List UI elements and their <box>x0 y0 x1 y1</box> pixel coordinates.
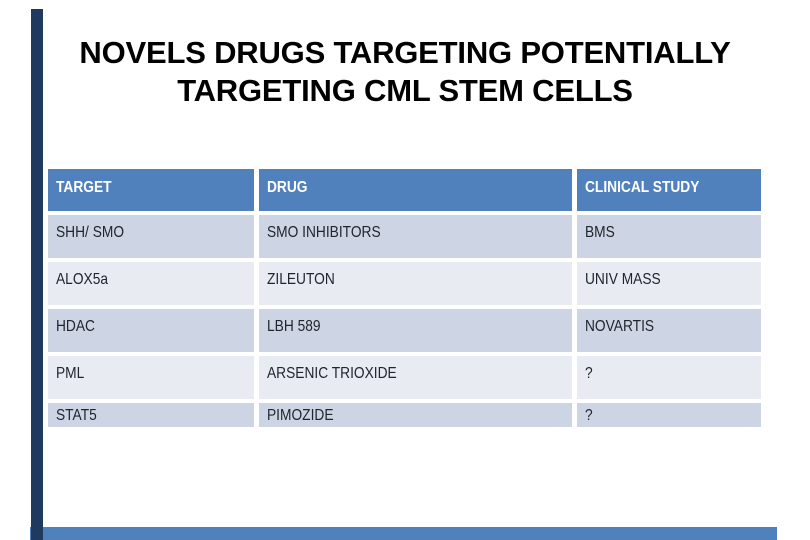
column-header-target: TARGET <box>48 169 254 211</box>
table-cell-text: BMS <box>585 224 615 241</box>
table-cell-study-univ-mass: UNIV MASS <box>577 262 761 305</box>
column-header-clinical-study: CLINICAL STUDY <box>577 169 761 211</box>
table-cell-drug-zileuton: ZILEUTON <box>259 262 572 305</box>
column-header-target-label: TARGET <box>56 179 112 196</box>
slide-title-line-2: TARGETING CML STEM CELLS <box>177 73 633 108</box>
table-cell-text: UNIV MASS <box>585 271 661 288</box>
table-cell-text: ? <box>585 365 593 382</box>
slide-title: NOVELS DRUGS TARGETING POTENTIALLY TARGE… <box>0 34 810 110</box>
table-cell-text: NOVARTIS <box>585 318 655 335</box>
table-cell-text: PML <box>56 365 85 382</box>
left-accent-bar <box>31 9 43 540</box>
drug-target-table: TARGET DRUG CLINICAL STUDY SHH/ SMO SMO … <box>48 169 761 427</box>
table-cell-text: PIMOZIDE <box>267 407 334 424</box>
table-cell-study-bms: BMS <box>577 215 761 258</box>
table-cell-target-shh-smo: SHH/ SMO <box>48 215 254 258</box>
table-cell-drug-smo-inhibitors: SMO INHIBITORS <box>259 215 572 258</box>
table-cell-target-stat5: STAT5 <box>48 403 254 427</box>
table-cell-study-novartis: NOVARTIS <box>577 309 761 352</box>
slide-title-line-1: NOVELS DRUGS TARGETING POTENTIALLY <box>79 35 731 70</box>
table-cell-text: SMO INHIBITORS <box>267 224 381 241</box>
table-cell-text: LBH 589 <box>267 318 321 335</box>
table-cell-target-hdac: HDAC <box>48 309 254 352</box>
table-cell-drug-arsenic-trioxide: ARSENIC TRIOXIDE <box>259 356 572 399</box>
table-cell-text: ARSENIC TRIOXIDE <box>267 365 397 382</box>
table-cell-drug-pimozide: PIMOZIDE <box>259 403 572 427</box>
table-cell-target-alox5a: ALOX5a <box>48 262 254 305</box>
table-cell-text: SHH/ SMO <box>56 224 125 241</box>
bottom-accent-bar <box>30 527 777 540</box>
table-cell-drug-lbh-589: LBH 589 <box>259 309 572 352</box>
table-cell-study-unknown-2: ? <box>577 403 761 427</box>
table-cell-target-pml: PML <box>48 356 254 399</box>
column-header-drug-label: DRUG <box>267 179 308 196</box>
table-cell-text: HDAC <box>56 318 95 335</box>
table-cell-text: ZILEUTON <box>267 271 335 288</box>
table-cell-text: ? <box>585 407 593 424</box>
table-cell-study-unknown-1: ? <box>577 356 761 399</box>
table-cell-text: ALOX5a <box>56 271 109 288</box>
column-header-clinical-study-label: CLINICAL STUDY <box>585 179 700 196</box>
column-header-drug: DRUG <box>259 169 572 211</box>
table-cell-text: STAT5 <box>56 407 97 424</box>
